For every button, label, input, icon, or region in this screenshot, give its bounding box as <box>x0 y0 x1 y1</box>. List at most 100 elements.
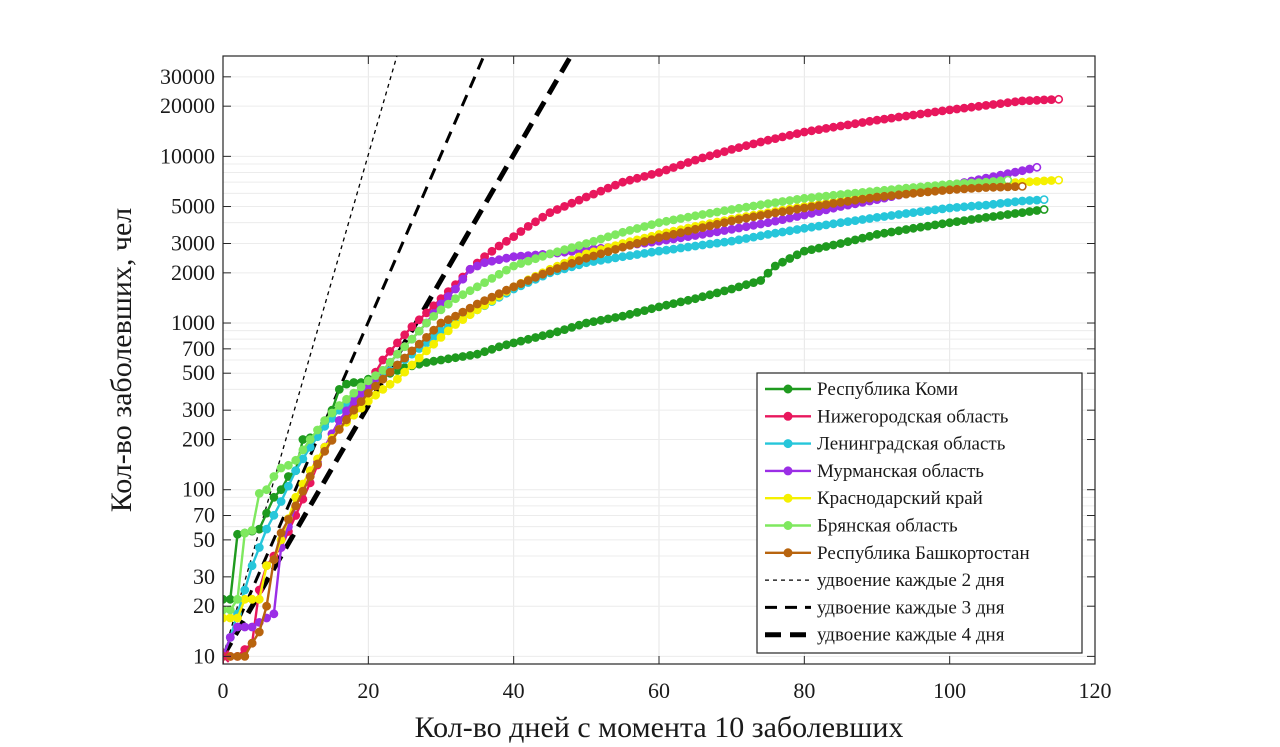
series-point-5 <box>698 210 707 219</box>
series-point-3 <box>516 251 526 261</box>
series-point-3 <box>269 609 279 619</box>
series-point-2 <box>712 238 722 248</box>
series-point-0 <box>879 228 889 238</box>
series-point-2 <box>763 229 773 239</box>
series-point-1 <box>545 208 555 217</box>
series-point-5 <box>763 199 773 209</box>
x-tick-label: 80 <box>793 678 815 703</box>
series-point-2 <box>698 240 707 250</box>
series-point-4 <box>247 594 257 604</box>
series-point-0 <box>349 378 359 387</box>
series-point-0 <box>829 240 838 250</box>
series-point-2 <box>1039 195 1049 204</box>
series-point-2 <box>625 251 635 260</box>
series-point-6 <box>589 251 598 261</box>
series-point-0 <box>647 304 657 314</box>
series-point-5 <box>654 218 664 228</box>
series-point-6 <box>698 223 707 232</box>
series-point-2 <box>894 210 904 219</box>
series-point-6 <box>407 346 417 356</box>
series-point-2 <box>756 231 766 241</box>
series-point-1 <box>887 113 896 123</box>
y-tick-label: 10 <box>193 643 215 668</box>
series-point-5 <box>305 435 315 444</box>
y-tick-label: 500 <box>182 360 215 385</box>
series-point-6 <box>879 191 889 201</box>
series-point-1 <box>589 189 598 199</box>
series-point-6 <box>523 276 533 285</box>
series-point-5 <box>807 193 816 202</box>
series-point-6 <box>778 207 787 217</box>
series-point-2 <box>836 218 846 228</box>
series-point-5 <box>567 243 577 252</box>
series-point-0 <box>596 315 606 325</box>
series-point-6 <box>356 397 366 406</box>
series-point-6 <box>916 188 925 197</box>
series-point-1 <box>501 236 511 246</box>
series-point-2 <box>298 454 308 464</box>
series-point-5 <box>472 282 482 292</box>
series-point-2 <box>683 242 693 252</box>
series-point-2 <box>981 200 991 210</box>
series-point-2 <box>821 220 831 230</box>
series-point-6 <box>371 381 380 391</box>
series-point-6 <box>618 242 628 252</box>
series-point-6 <box>581 253 591 263</box>
series-point-2 <box>741 234 751 243</box>
series-point-6 <box>552 264 562 273</box>
series-point-6 <box>545 266 555 276</box>
y-tick-label: 20000 <box>160 93 215 118</box>
series-point-6 <box>952 184 962 194</box>
series-point-1 <box>625 175 635 185</box>
y-tick-label: 70 <box>193 503 215 528</box>
series-point-5 <box>523 256 533 266</box>
series-point-1 <box>749 139 758 149</box>
series-point-3 <box>756 219 766 229</box>
series-point-0 <box>254 524 264 534</box>
series-point-0 <box>298 435 308 444</box>
series-point-6 <box>422 332 431 342</box>
series-point-0 <box>480 347 489 357</box>
series-point-6 <box>414 339 424 349</box>
series-point-1 <box>640 171 649 181</box>
series-point-5 <box>254 488 264 498</box>
series-point-6 <box>451 311 460 321</box>
series-point-0 <box>342 379 351 389</box>
series-point-5 <box>291 455 301 465</box>
series-point-1 <box>799 127 809 137</box>
series-point-0 <box>923 221 933 231</box>
series-point-3 <box>247 622 257 632</box>
series-point-6 <box>385 367 395 377</box>
series-point-5 <box>661 216 671 226</box>
series-point-6 <box>494 289 504 299</box>
series-point-2 <box>988 199 998 209</box>
series-point-1 <box>1039 95 1049 105</box>
series-point-3 <box>349 396 359 406</box>
series-point-2 <box>690 241 700 251</box>
legend: Республика Коми Нижегородская область Лени… <box>756 372 1083 654</box>
series-point-0 <box>443 354 453 364</box>
series-point-1 <box>829 122 838 132</box>
series-point-2 <box>974 201 984 211</box>
series-point-6 <box>821 200 831 209</box>
series-point-1 <box>872 115 882 125</box>
series-point-1 <box>923 108 933 118</box>
series-point-6 <box>603 247 613 256</box>
series-point-5 <box>320 416 330 425</box>
series-point-1 <box>516 227 526 236</box>
series-point-1 <box>1010 97 1020 107</box>
series-point-5 <box>705 208 715 218</box>
series-point-0 <box>523 334 533 344</box>
series-point-5 <box>552 247 562 257</box>
legend-swatch-marker <box>783 466 793 476</box>
series-point-5 <box>283 460 293 470</box>
series-point-6 <box>480 296 489 305</box>
series-point-5 <box>829 190 838 200</box>
series-point-1 <box>661 165 671 175</box>
series-point-5 <box>720 206 729 216</box>
y-tick-label: 20 <box>193 593 215 618</box>
series-point-1 <box>523 221 533 231</box>
series-point-1 <box>720 147 729 156</box>
y-tick-label: 300 <box>182 397 215 422</box>
series-point-1 <box>988 100 998 109</box>
